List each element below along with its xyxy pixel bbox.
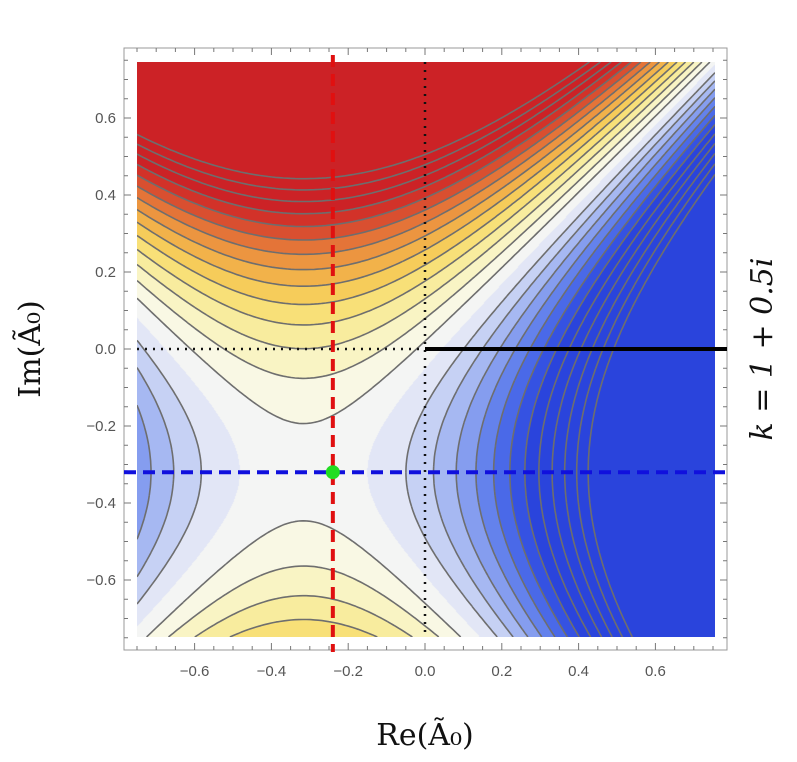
contour-line: [137, 62, 622, 215]
parameter-label: k = 1 + 0.5i: [745, 258, 780, 441]
contour-line: [137, 62, 711, 637]
x-tick-label: −0.6: [180, 663, 210, 680]
y-tick-label: −0.2: [86, 418, 116, 435]
x-tick-label: −0.2: [333, 663, 363, 680]
saddle-point-marker: [325, 465, 340, 480]
contour-line: [137, 62, 695, 637]
contour-line: [137, 62, 687, 637]
frame-ticks: [124, 48, 727, 650]
overlays: [124, 55, 727, 652]
tick-labels: −0.6 −0.4 −0.2 0.0 0.2 0.4 0.6 −0.6 −0.4 −0.2 0.0 0…: [86, 110, 665, 680]
y-axis-title: Im(Ã₀): [12, 300, 48, 397]
x-tick-label: 0.2: [491, 663, 512, 680]
x-tick-label: 0.4: [568, 663, 589, 680]
contour-line: [137, 80, 715, 637]
contour-line: [551, 143, 715, 637]
y-tick-label: 0.0: [95, 341, 116, 358]
contour-line: [137, 62, 669, 287]
contour-line: [509, 114, 715, 637]
contour-line: [563, 153, 715, 637]
contour-line: [575, 163, 715, 637]
y-tick-label: 0.4: [95, 187, 116, 204]
contour-line: [137, 62, 642, 241]
x-axis-title: Re(Ã₀): [376, 717, 473, 753]
contour-line: [137, 62, 703, 637]
contour-line: [137, 62, 678, 306]
contour-line: [137, 62, 590, 180]
contour-line: [137, 62, 612, 203]
contour-line: [137, 62, 601, 191]
x-tick-label: 0.6: [645, 663, 666, 680]
contour-line: [137, 62, 660, 271]
contour-line: [137, 62, 632, 228]
x-tick-label: 0.0: [415, 663, 436, 680]
y-tick-label: −0.4: [86, 495, 116, 512]
contour-line: [137, 88, 715, 637]
y-tick-label: 0.6: [95, 110, 116, 127]
contour-lines: [137, 62, 715, 637]
contour-line: [492, 105, 715, 637]
contour-line: [538, 133, 715, 637]
y-tick-label: −0.6: [86, 572, 116, 589]
contour-line: [475, 97, 715, 637]
contour-line: [524, 123, 715, 637]
y-tick-label: 0.2: [95, 264, 116, 281]
contour-line: [137, 62, 651, 256]
x-tick-label: −0.4: [257, 663, 287, 680]
